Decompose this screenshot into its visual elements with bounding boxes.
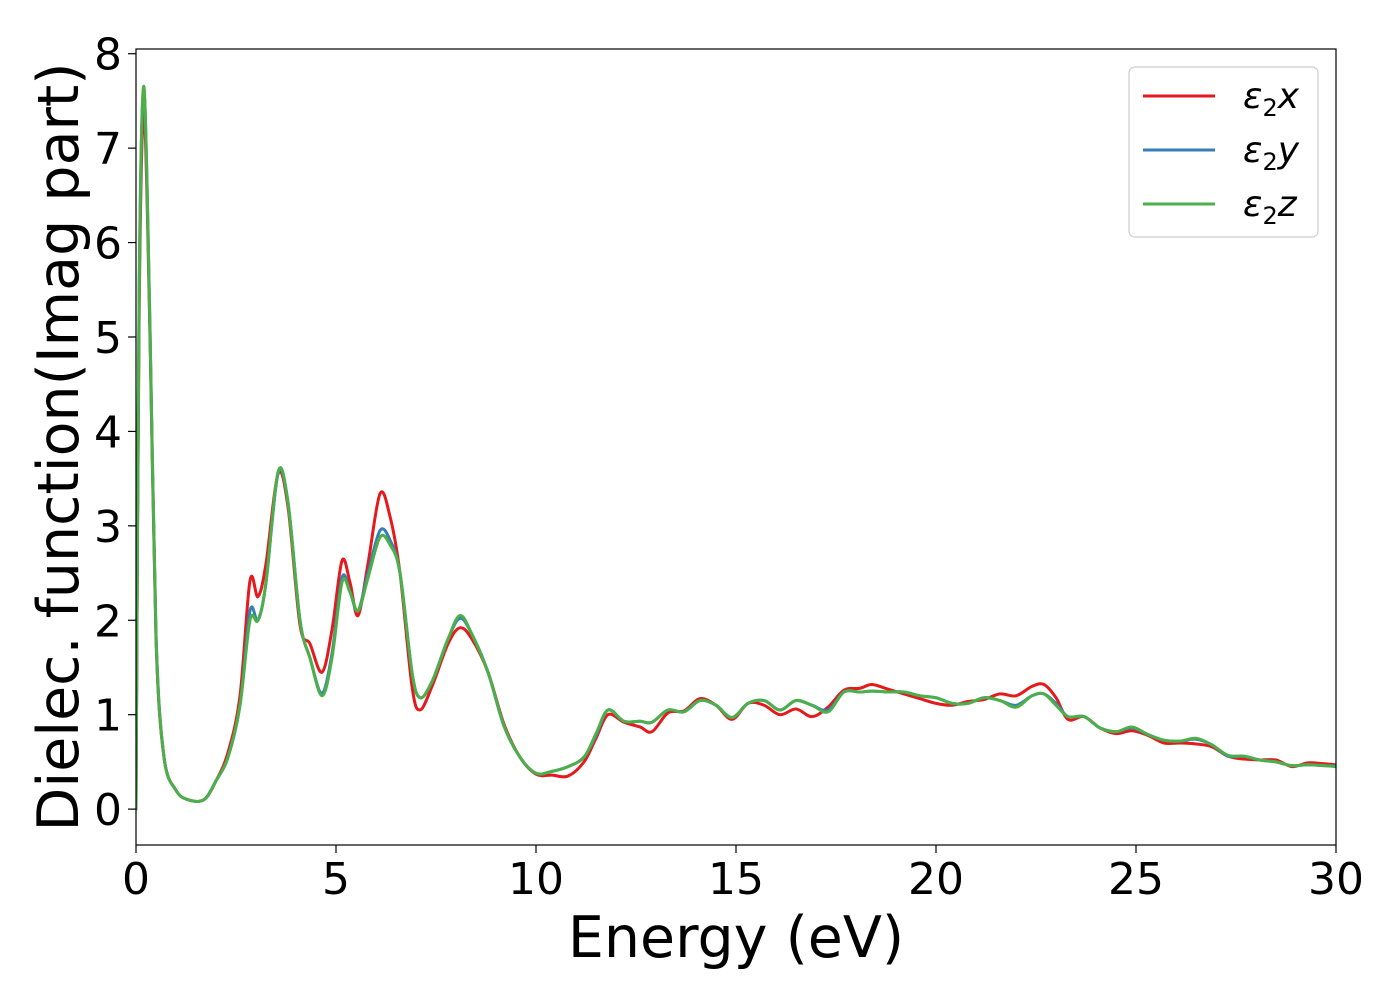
y-tick-label: 4	[94, 407, 122, 458]
y-tick-label: 7	[94, 124, 122, 175]
series-line-z	[136, 84, 1336, 811]
x-tick-label: 5	[322, 854, 350, 905]
x-tick-label: 0	[122, 854, 150, 905]
y-tick-label: 1	[94, 691, 122, 742]
y-tick-label: 3	[94, 502, 122, 553]
y-axis-title: Dielec. function(Imag part)	[26, 62, 92, 831]
y-axis: 0 1 2 3 4 5 6 7 8	[94, 30, 136, 836]
y-tick-label: 8	[94, 30, 122, 81]
x-axis-title: Energy (eV)	[568, 905, 904, 971]
x-tick-label: 20	[908, 854, 964, 905]
x-tick-label: 10	[508, 854, 564, 905]
x-axis: 0 5 10 15 20 25 30	[122, 845, 1364, 905]
legend-frame	[1128, 66, 1319, 238]
legend-label-z: ε2z	[1243, 184, 1298, 230]
legend-label-y: ε2y	[1243, 130, 1300, 176]
y-tick-label: 5	[94, 313, 122, 364]
y-tick-label: 0	[94, 785, 122, 836]
x-tick-label: 25	[1108, 854, 1164, 905]
y-tick-label: 2	[94, 596, 122, 647]
x-tick-label: 30	[1308, 854, 1364, 905]
series-layer	[136, 84, 1336, 811]
legend-entries: ε2x ε2y ε2z	[1143, 76, 1300, 230]
x-tick-label: 15	[708, 854, 764, 905]
legend: ε2x ε2y ε2z	[1128, 66, 1319, 238]
legend-label-x: ε2x	[1243, 76, 1300, 122]
y-tick-label: 6	[94, 219, 122, 270]
